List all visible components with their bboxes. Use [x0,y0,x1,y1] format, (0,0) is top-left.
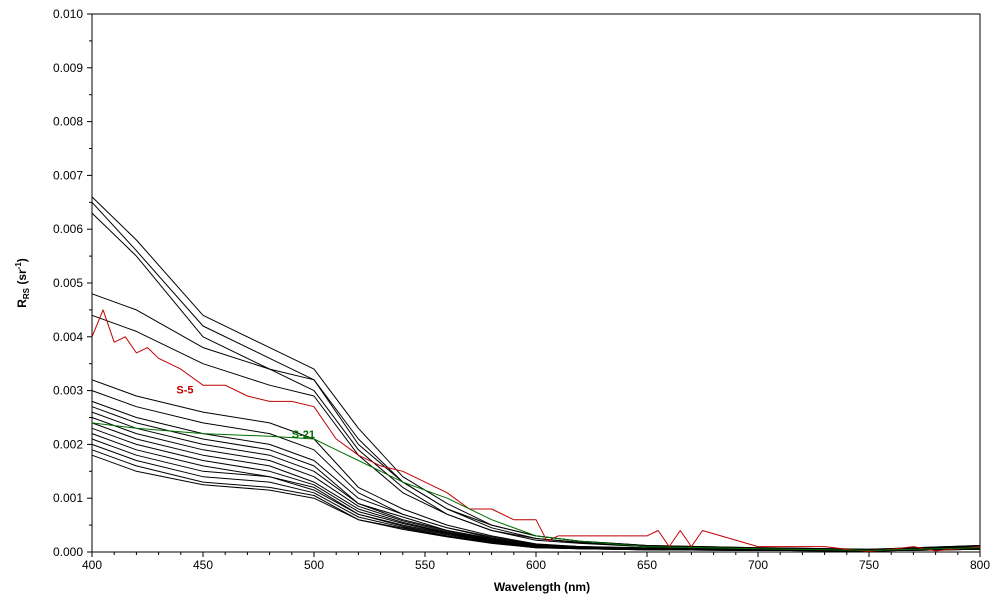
y-tick-label: 0.002 [53,437,83,451]
x-tick-label: 500 [304,558,324,572]
y-tick-label: 0.006 [53,222,83,236]
annotation-s-5: S-5 [176,384,193,396]
x-tick-label: 700 [748,558,768,572]
y-axis-title: RRS (sr-1) [14,258,31,308]
y-tick-label: 0.010 [53,7,83,21]
y-tick-label: 0.004 [53,330,83,344]
x-tick-label: 600 [526,558,546,572]
y-tick-label: 0.005 [53,276,83,290]
y-tick-label: 0.009 [53,61,83,75]
series-layer [91,196,981,552]
plot-area [91,13,981,553]
y-tick-label: 0.003 [53,384,83,398]
x-tick-label: 400 [82,558,102,572]
series-line-18 [91,454,981,552]
x-tick-label: 550 [415,558,435,572]
series-line-s-21 [91,422,981,551]
y-tick-label: 0.001 [53,491,83,505]
x-tick-label: 800 [970,558,990,572]
axis-layer: 400 450 500 550 600 650 700 750 800 0.000 0.001 0.0… [53,7,990,572]
x-tick-label: 450 [193,558,213,572]
x-axis-title: Wavelength (nm) [494,580,590,594]
series-line-4 [91,293,981,550]
y-tick-label: 0.007 [53,168,83,182]
x-tick-label: 750 [859,558,879,572]
y-tick-label: 0.008 [53,115,83,129]
y-tick-label: 0.000 [53,545,83,559]
annotation-layer: S-5 S-21 [176,384,315,441]
annotation-s-21: S-21 [292,429,315,441]
x-tick-label: 650 [637,558,657,572]
series-line-s-5 [91,309,981,552]
